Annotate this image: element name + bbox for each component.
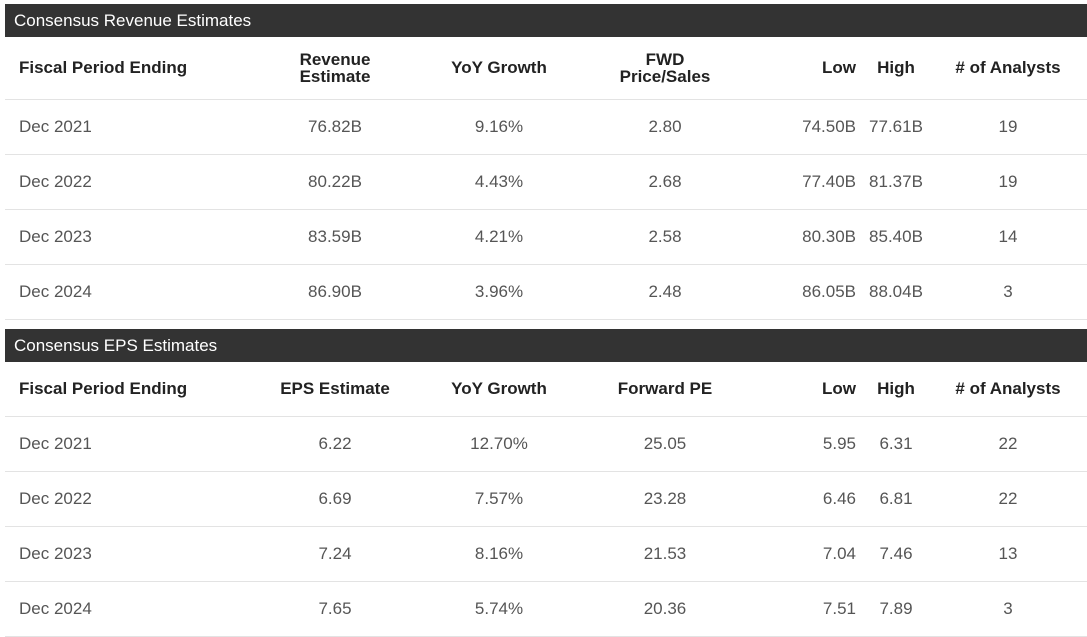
cell-low: 74.50B xyxy=(749,99,863,155)
col-header-eps-estimate: EPS Estimate xyxy=(253,362,417,417)
col-header-yoy-growth: YoY Growth xyxy=(417,362,581,417)
cell-high: 88.04B xyxy=(863,264,929,320)
cell-analysts: 22 xyxy=(929,471,1087,527)
col-header-high: High xyxy=(863,37,929,100)
cell-estimate: 7.24 xyxy=(253,526,417,582)
col-header-low: Low xyxy=(749,362,863,417)
col-header-revenue-line2: Estimate xyxy=(299,66,371,86)
cell-low: 7.04 xyxy=(749,526,863,582)
table-row: Dec 2021 76.82B 9.16% 2.80 74.50B 77.61B 19 xyxy=(5,99,1087,155)
cell-fiscal-period: Dec 2022 xyxy=(5,471,253,527)
cell-estimate: 76.82B xyxy=(253,99,417,155)
cell-yoy-growth: 9.16% xyxy=(417,99,581,155)
cell-high: 85.40B xyxy=(863,209,929,265)
cell-low: 5.95 xyxy=(749,416,863,472)
col-header-fwd-price-sales: FWD Price/Sales xyxy=(581,37,749,100)
col-header-yoy-growth: YoY Growth xyxy=(417,37,581,100)
revenue-section-title: Consensus Revenue Estimates xyxy=(5,4,1087,37)
eps-estimates-table: Fiscal Period Ending EPS Estimate YoY Gr… xyxy=(5,362,1087,637)
col-header-fiscal-period: Fiscal Period Ending xyxy=(5,37,253,100)
cell-yoy-growth: 3.96% xyxy=(417,264,581,320)
table-row: Dec 2022 6.69 7.57% 23.28 6.46 6.81 22 xyxy=(5,471,1087,527)
cell-yoy-growth: 12.70% xyxy=(417,416,581,472)
table-row: Dec 2024 86.90B 3.96% 2.48 86.05B 88.04B 3 xyxy=(5,264,1087,320)
cell-estimate: 6.22 xyxy=(253,416,417,472)
table-row: Dec 2024 7.65 5.74% 20.36 7.51 7.89 3 xyxy=(5,581,1087,637)
col-header-high: High xyxy=(863,362,929,417)
cell-analysts: 19 xyxy=(929,154,1087,210)
col-header-revenue-line1: Revenue xyxy=(299,49,371,69)
cell-multiple: 2.48 xyxy=(581,264,749,320)
cell-estimate: 7.65 xyxy=(253,581,417,637)
table-row: Dec 2023 83.59B 4.21% 2.58 80.30B 85.40B 14 xyxy=(5,209,1087,265)
cell-high: 7.46 xyxy=(863,526,929,582)
cell-low: 7.51 xyxy=(749,581,863,637)
cell-yoy-growth: 7.57% xyxy=(417,471,581,527)
table-row: Dec 2022 80.22B 4.43% 2.68 77.40B 81.37B 19 xyxy=(5,154,1087,210)
cell-yoy-growth: 8.16% xyxy=(417,526,581,582)
col-header-fwd-line1: FWD xyxy=(645,49,685,69)
revenue-estimates-section: Consensus Revenue Estimates Fiscal Perio… xyxy=(5,4,1087,320)
cell-multiple: 25.05 xyxy=(581,416,749,472)
eps-estimates-section: Consensus EPS Estimates Fiscal Period En… xyxy=(5,329,1087,637)
cell-low: 86.05B xyxy=(749,264,863,320)
table-header-row: Fiscal Period Ending EPS Estimate YoY Gr… xyxy=(5,362,1087,417)
cell-fiscal-period: Dec 2023 xyxy=(5,209,253,265)
cell-yoy-growth: 5.74% xyxy=(417,581,581,637)
cell-analysts: 3 xyxy=(929,581,1087,637)
cell-multiple: 2.68 xyxy=(581,154,749,210)
cell-multiple: 2.58 xyxy=(581,209,749,265)
col-header-revenue-estimate: Revenue Estimate xyxy=(253,37,417,100)
cell-yoy-growth: 4.21% xyxy=(417,209,581,265)
revenue-estimates-table: Fiscal Period Ending Revenue Estimate Yo… xyxy=(5,37,1087,320)
cell-fiscal-period: Dec 2021 xyxy=(5,99,253,155)
cell-yoy-growth: 4.43% xyxy=(417,154,581,210)
cell-estimate: 86.90B xyxy=(253,264,417,320)
cell-low: 6.46 xyxy=(749,471,863,527)
cell-analysts: 3 xyxy=(929,264,1087,320)
cell-high: 77.61B xyxy=(863,99,929,155)
cell-fiscal-period: Dec 2023 xyxy=(5,526,253,582)
table-row: Dec 2023 7.24 8.16% 21.53 7.04 7.46 13 xyxy=(5,526,1087,582)
cell-fiscal-period: Dec 2022 xyxy=(5,154,253,210)
col-header-fiscal-period: Fiscal Period Ending xyxy=(5,362,253,417)
col-header-low: Low xyxy=(749,37,863,100)
table-row: Dec 2021 6.22 12.70% 25.05 5.95 6.31 22 xyxy=(5,416,1087,472)
cell-low: 77.40B xyxy=(749,154,863,210)
cell-multiple: 2.80 xyxy=(581,99,749,155)
cell-fiscal-period: Dec 2021 xyxy=(5,416,253,472)
cell-high: 81.37B xyxy=(863,154,929,210)
cell-analysts: 14 xyxy=(929,209,1087,265)
cell-multiple: 23.28 xyxy=(581,471,749,527)
cell-analysts: 13 xyxy=(929,526,1087,582)
col-header-forward-pe: Forward PE xyxy=(581,362,749,417)
col-header-analysts: # of Analysts xyxy=(929,362,1087,417)
cell-analysts: 19 xyxy=(929,99,1087,155)
col-header-analysts: # of Analysts xyxy=(929,37,1087,100)
cell-low: 80.30B xyxy=(749,209,863,265)
cell-multiple: 21.53 xyxy=(581,526,749,582)
cell-high: 6.81 xyxy=(863,471,929,527)
cell-estimate: 83.59B xyxy=(253,209,417,265)
col-header-fwd-line2: Price/Sales xyxy=(619,66,711,86)
cell-fiscal-period: Dec 2024 xyxy=(5,581,253,637)
cell-high: 6.31 xyxy=(863,416,929,472)
cell-high: 7.89 xyxy=(863,581,929,637)
cell-analysts: 22 xyxy=(929,416,1087,472)
cell-fiscal-period: Dec 2024 xyxy=(5,264,253,320)
cell-estimate: 6.69 xyxy=(253,471,417,527)
eps-section-title: Consensus EPS Estimates xyxy=(5,329,1087,362)
cell-multiple: 20.36 xyxy=(581,581,749,637)
cell-estimate: 80.22B xyxy=(253,154,417,210)
table-header-row: Fiscal Period Ending Revenue Estimate Yo… xyxy=(5,37,1087,100)
